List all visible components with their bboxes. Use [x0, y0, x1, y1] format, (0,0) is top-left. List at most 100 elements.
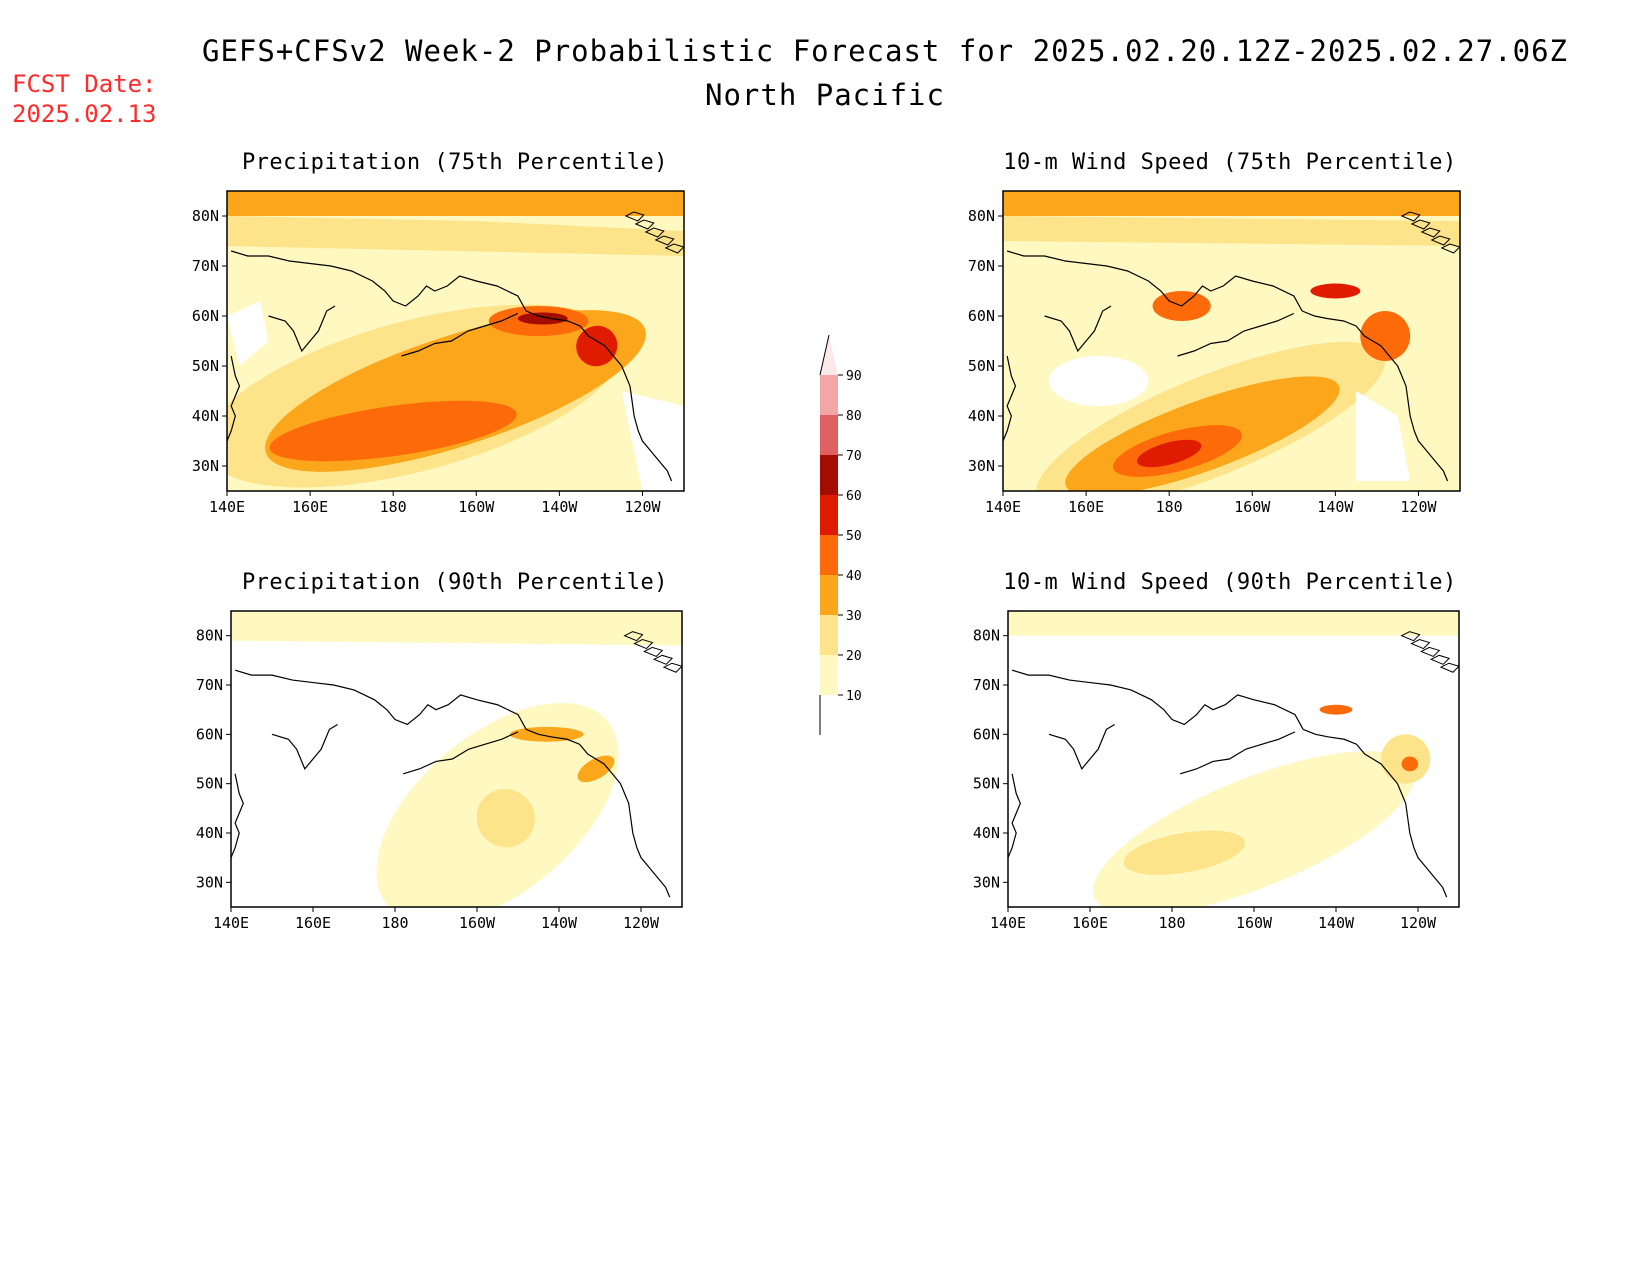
colorbar-label: 70: [846, 449, 862, 464]
coastline: [1044, 305, 1112, 353]
map-field-wind-75: [1003, 191, 1460, 491]
shade-40-50: [1401, 756, 1419, 772]
lat-tick-label: 30N: [968, 457, 995, 475]
lat-tick-label: 70N: [973, 676, 1000, 694]
lon-tick-label: 160W: [1236, 914, 1273, 932]
lon-tick-label: 180: [1156, 498, 1183, 516]
map-frame: [230, 610, 683, 908]
shade-50-60: [1136, 439, 1202, 468]
no-data-land: [1356, 391, 1411, 481]
arctic-island-outline: [1410, 639, 1431, 650]
lat-tick-label: 70N: [968, 257, 995, 275]
lon-tick-label: 140W: [541, 914, 578, 932]
colorbar-label: 60: [846, 489, 862, 504]
forecast-date-value: 2025.02.13: [12, 100, 157, 128]
coastline: [234, 669, 527, 730]
colorbar-segment: [820, 495, 838, 535]
map-frame: [1002, 190, 1461, 492]
lon-tick-label: 140E: [985, 498, 1021, 516]
arctic-island-outline: [1430, 235, 1451, 246]
forecast-date-label: FCST Date:: [12, 70, 157, 98]
arctic-island-outline: [1400, 211, 1421, 222]
coastline: [227, 355, 241, 442]
map-field-precip-90: [231, 611, 682, 907]
coastline: [1177, 312, 1295, 357]
coastline: [230, 250, 527, 312]
lat-tick-label: 40N: [968, 407, 995, 425]
colorbar-label: 40: [846, 569, 862, 584]
lon-tick-label: 160W: [459, 914, 496, 932]
arctic-island-outline: [634, 219, 655, 230]
coastline: [1008, 773, 1021, 858]
colorbar-segment: [820, 655, 838, 695]
lat-tick-label: 30N: [192, 457, 219, 475]
shade-10-20: [1008, 611, 1459, 636]
arctic-island-outline: [644, 227, 665, 238]
colorbar-label: 50: [846, 529, 862, 544]
lat-tick-label: 50N: [192, 357, 219, 375]
lon-tick-label: 120W: [623, 914, 660, 932]
colorbar-segment: [820, 375, 838, 415]
shade-20-30: [227, 216, 684, 256]
colorbar-segment: [820, 575, 838, 615]
lon-tick-label: 140E: [213, 914, 249, 932]
no-data-land: [621, 391, 684, 491]
coastline: [525, 728, 671, 898]
coastline: [1006, 250, 1303, 312]
map-frame: [226, 190, 685, 492]
panel-title-wind-75: 10-m Wind Speed (75th Percentile): [1003, 150, 1457, 175]
lon-tick-label: 180: [380, 498, 407, 516]
lat-tick-label: 50N: [196, 775, 223, 793]
shade-40-50: [1319, 704, 1353, 715]
lat-tick-label: 80N: [968, 207, 995, 225]
lat-tick-label: 30N: [196, 873, 223, 891]
lat-tick-label: 40N: [196, 824, 223, 842]
map-panel-wind-90: 80N 70N 60N 50N 40N 30N 140E 160E 180 160W 140W 120…: [973, 610, 1460, 932]
lon-tick-label: 140W: [1317, 498, 1354, 516]
coastline: [403, 731, 519, 775]
colorbar-label: 90: [846, 369, 862, 384]
shade-40-50: [1360, 311, 1411, 361]
shade-10-20: [231, 611, 682, 646]
arctic-island-outline: [1420, 646, 1441, 658]
colorbar-segment: [820, 615, 838, 655]
colorbar-top-arrow: [820, 335, 838, 375]
panel-title-precip-90: Precipitation (90th Percentile): [241, 570, 669, 595]
arctic-island-outline: [643, 646, 664, 658]
lon-tick-label: 120W: [1400, 498, 1437, 516]
colorbar-segment: [820, 535, 838, 575]
lon-tick-label: 140E: [209, 498, 245, 516]
shade-30-40: [577, 755, 615, 783]
lon-tick-label: 120W: [1400, 914, 1437, 932]
coastline: [1302, 728, 1448, 898]
coastline: [401, 312, 519, 357]
colorbar-label: 80: [846, 409, 862, 424]
colorbar-segment: [820, 455, 838, 495]
lon-tick-label: 140E: [990, 914, 1026, 932]
map-field-wind-90: [1008, 611, 1459, 907]
lat-tick-label: 60N: [973, 725, 1000, 743]
shade-20-30: [1003, 216, 1460, 246]
shade-50-60: [576, 325, 618, 367]
colorbar-outline: [819, 334, 830, 376]
lat-tick-label: 50N: [973, 775, 1000, 793]
colorbar-label: 20: [846, 649, 862, 664]
lon-tick-label: 160E: [295, 914, 331, 932]
lon-tick-label: 160E: [1072, 914, 1108, 932]
region-subtitle: North Pacific: [705, 78, 945, 112]
lat-tick-label: 30N: [973, 873, 1000, 891]
lat-tick-label: 50N: [968, 357, 995, 375]
shade-30-40: [227, 191, 684, 216]
colorbar-segment: [820, 415, 838, 455]
coastline: [1048, 723, 1115, 771]
lat-tick-label: 60N: [196, 725, 223, 743]
lon-tick-label: 160W: [458, 498, 495, 516]
coastline: [1011, 669, 1304, 730]
map-panel-precip-75: 80N 70N 60N 50N 40N 30N 140E 160E 180 160W 140W 120…: [192, 190, 685, 516]
lon-tick-label: 140W: [541, 498, 578, 516]
map-panel-wind-75: 80N 70N 60N 50N 40N 30N 140E 160E 180 160W 140W 120…: [968, 190, 1461, 516]
lat-tick-label: 40N: [973, 824, 1000, 842]
lon-tick-label: 140W: [1318, 914, 1355, 932]
colorbar-label: 10: [846, 689, 862, 704]
